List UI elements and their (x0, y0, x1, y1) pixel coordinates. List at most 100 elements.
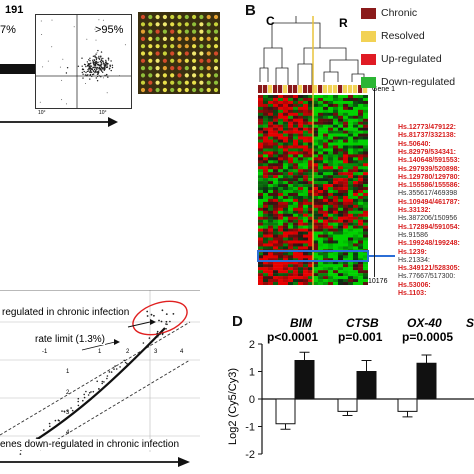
heatmap-cell (363, 273, 368, 277)
heatmap-cell (298, 252, 304, 256)
heatmap-cell (348, 273, 354, 277)
heatmap-cell (338, 207, 344, 211)
scatter-point (123, 359, 125, 362)
heatmap-cell (283, 258, 289, 262)
heatmap-cell (308, 157, 314, 161)
heatmap-cell (363, 204, 368, 209)
heatmap-cell (298, 172, 304, 176)
array-spot (213, 66, 219, 71)
heatmap-cell (258, 184, 264, 188)
heatmap-cell (318, 210, 324, 214)
array-spot (213, 73, 219, 78)
heatmap-cell (278, 240, 284, 244)
heatmap-cell (358, 258, 364, 262)
heatmap-cell (338, 95, 344, 99)
heatmap-cell (353, 261, 359, 265)
heatmap-cell (283, 219, 289, 223)
heatmap-cell (333, 130, 339, 134)
heatmap-cell (328, 139, 334, 143)
heatmap-cell (293, 204, 299, 209)
heatmap-cell (338, 100, 344, 105)
condition-cell (313, 85, 318, 93)
flow-dot (90, 67, 92, 69)
heatmap-cell (333, 255, 339, 259)
heatmap-cell (353, 198, 359, 203)
condition-cell (298, 85, 303, 93)
heatmap-cell (308, 124, 314, 128)
heatmap-cell (308, 264, 314, 268)
heatmap-cell (323, 225, 329, 229)
heatmap-cell (358, 192, 364, 197)
array-spot (192, 22, 197, 27)
heatmap-cell (273, 184, 279, 188)
heatmap-cell (303, 148, 309, 152)
flow-dot (107, 59, 110, 61)
flow-dot (61, 79, 63, 81)
heatmap-cell (333, 100, 339, 105)
array-spot (148, 73, 153, 78)
heatmap-cell (293, 246, 299, 250)
heatmap-cell (258, 175, 264, 179)
heatmap-cell (333, 213, 339, 217)
heatmap-cell (273, 145, 279, 149)
scatter-point (172, 313, 175, 315)
heatmap-cell (338, 231, 344, 235)
array-spot (184, 22, 189, 27)
heatmap-cell (273, 279, 279, 283)
heatmap-cell (288, 258, 294, 262)
heatmap-cell (348, 127, 354, 131)
heatmap-cell (288, 225, 294, 229)
heatmap-cell (278, 279, 284, 283)
heatmap-cell (328, 172, 334, 176)
heatmap-cell (278, 166, 284, 170)
heatmap-cell (363, 222, 368, 226)
array-spot (199, 36, 204, 41)
heatmap-cell (273, 136, 279, 140)
array-spot (192, 66, 197, 71)
heatmap-cell (323, 231, 329, 235)
heatmap-cell (288, 255, 294, 259)
heatmap-cell (353, 157, 359, 161)
heatmap-cell (263, 163, 269, 167)
heatmap-cell (283, 276, 289, 280)
array-spot (162, 87, 167, 93)
heatmap-cell (283, 106, 289, 111)
pvalue-bim: p<0.0001 (267, 330, 319, 344)
heatmap-cell (288, 163, 294, 167)
flow-dot (111, 66, 114, 69)
heatmap-cell (268, 160, 274, 164)
heatmap-cell (288, 207, 294, 211)
heatmap-cell (313, 279, 319, 283)
heatmap-cell (358, 103, 364, 108)
heatmap-cell (343, 282, 349, 285)
gene-title-ctsb: CTSB (346, 316, 379, 330)
heatmap-cell (348, 124, 354, 128)
heatmap-cell (258, 127, 264, 131)
array-spot (199, 87, 204, 93)
heatmap-cell (308, 97, 314, 102)
heatmap-cell (263, 219, 269, 223)
heatmap-cell (333, 184, 339, 188)
heatmap-cell (258, 151, 264, 155)
heatmap-cell (273, 118, 279, 122)
heatmap-cell (318, 246, 324, 250)
heatmap-cell (263, 175, 269, 179)
heatmap-cell (343, 216, 349, 220)
y-tick-1: 1 (66, 369, 70, 375)
flow-dot (92, 55, 95, 57)
heatmap-cell (258, 154, 264, 158)
heatmap-cell (278, 267, 284, 271)
heatmap-cell (338, 172, 344, 176)
heatmap-cell (353, 234, 359, 238)
flow-dot (87, 63, 90, 65)
heatmap-cell (288, 118, 294, 122)
heatmap-cell (273, 166, 279, 170)
heatmap-cell (363, 240, 368, 244)
heatmap-cell (263, 130, 269, 134)
heatmap-cell (283, 282, 289, 285)
heatmap-cell (348, 216, 354, 220)
heatmap-cell (328, 231, 334, 235)
array-spot (140, 73, 146, 78)
heatmap-cell (288, 219, 294, 223)
heatmap-cell (283, 172, 289, 176)
